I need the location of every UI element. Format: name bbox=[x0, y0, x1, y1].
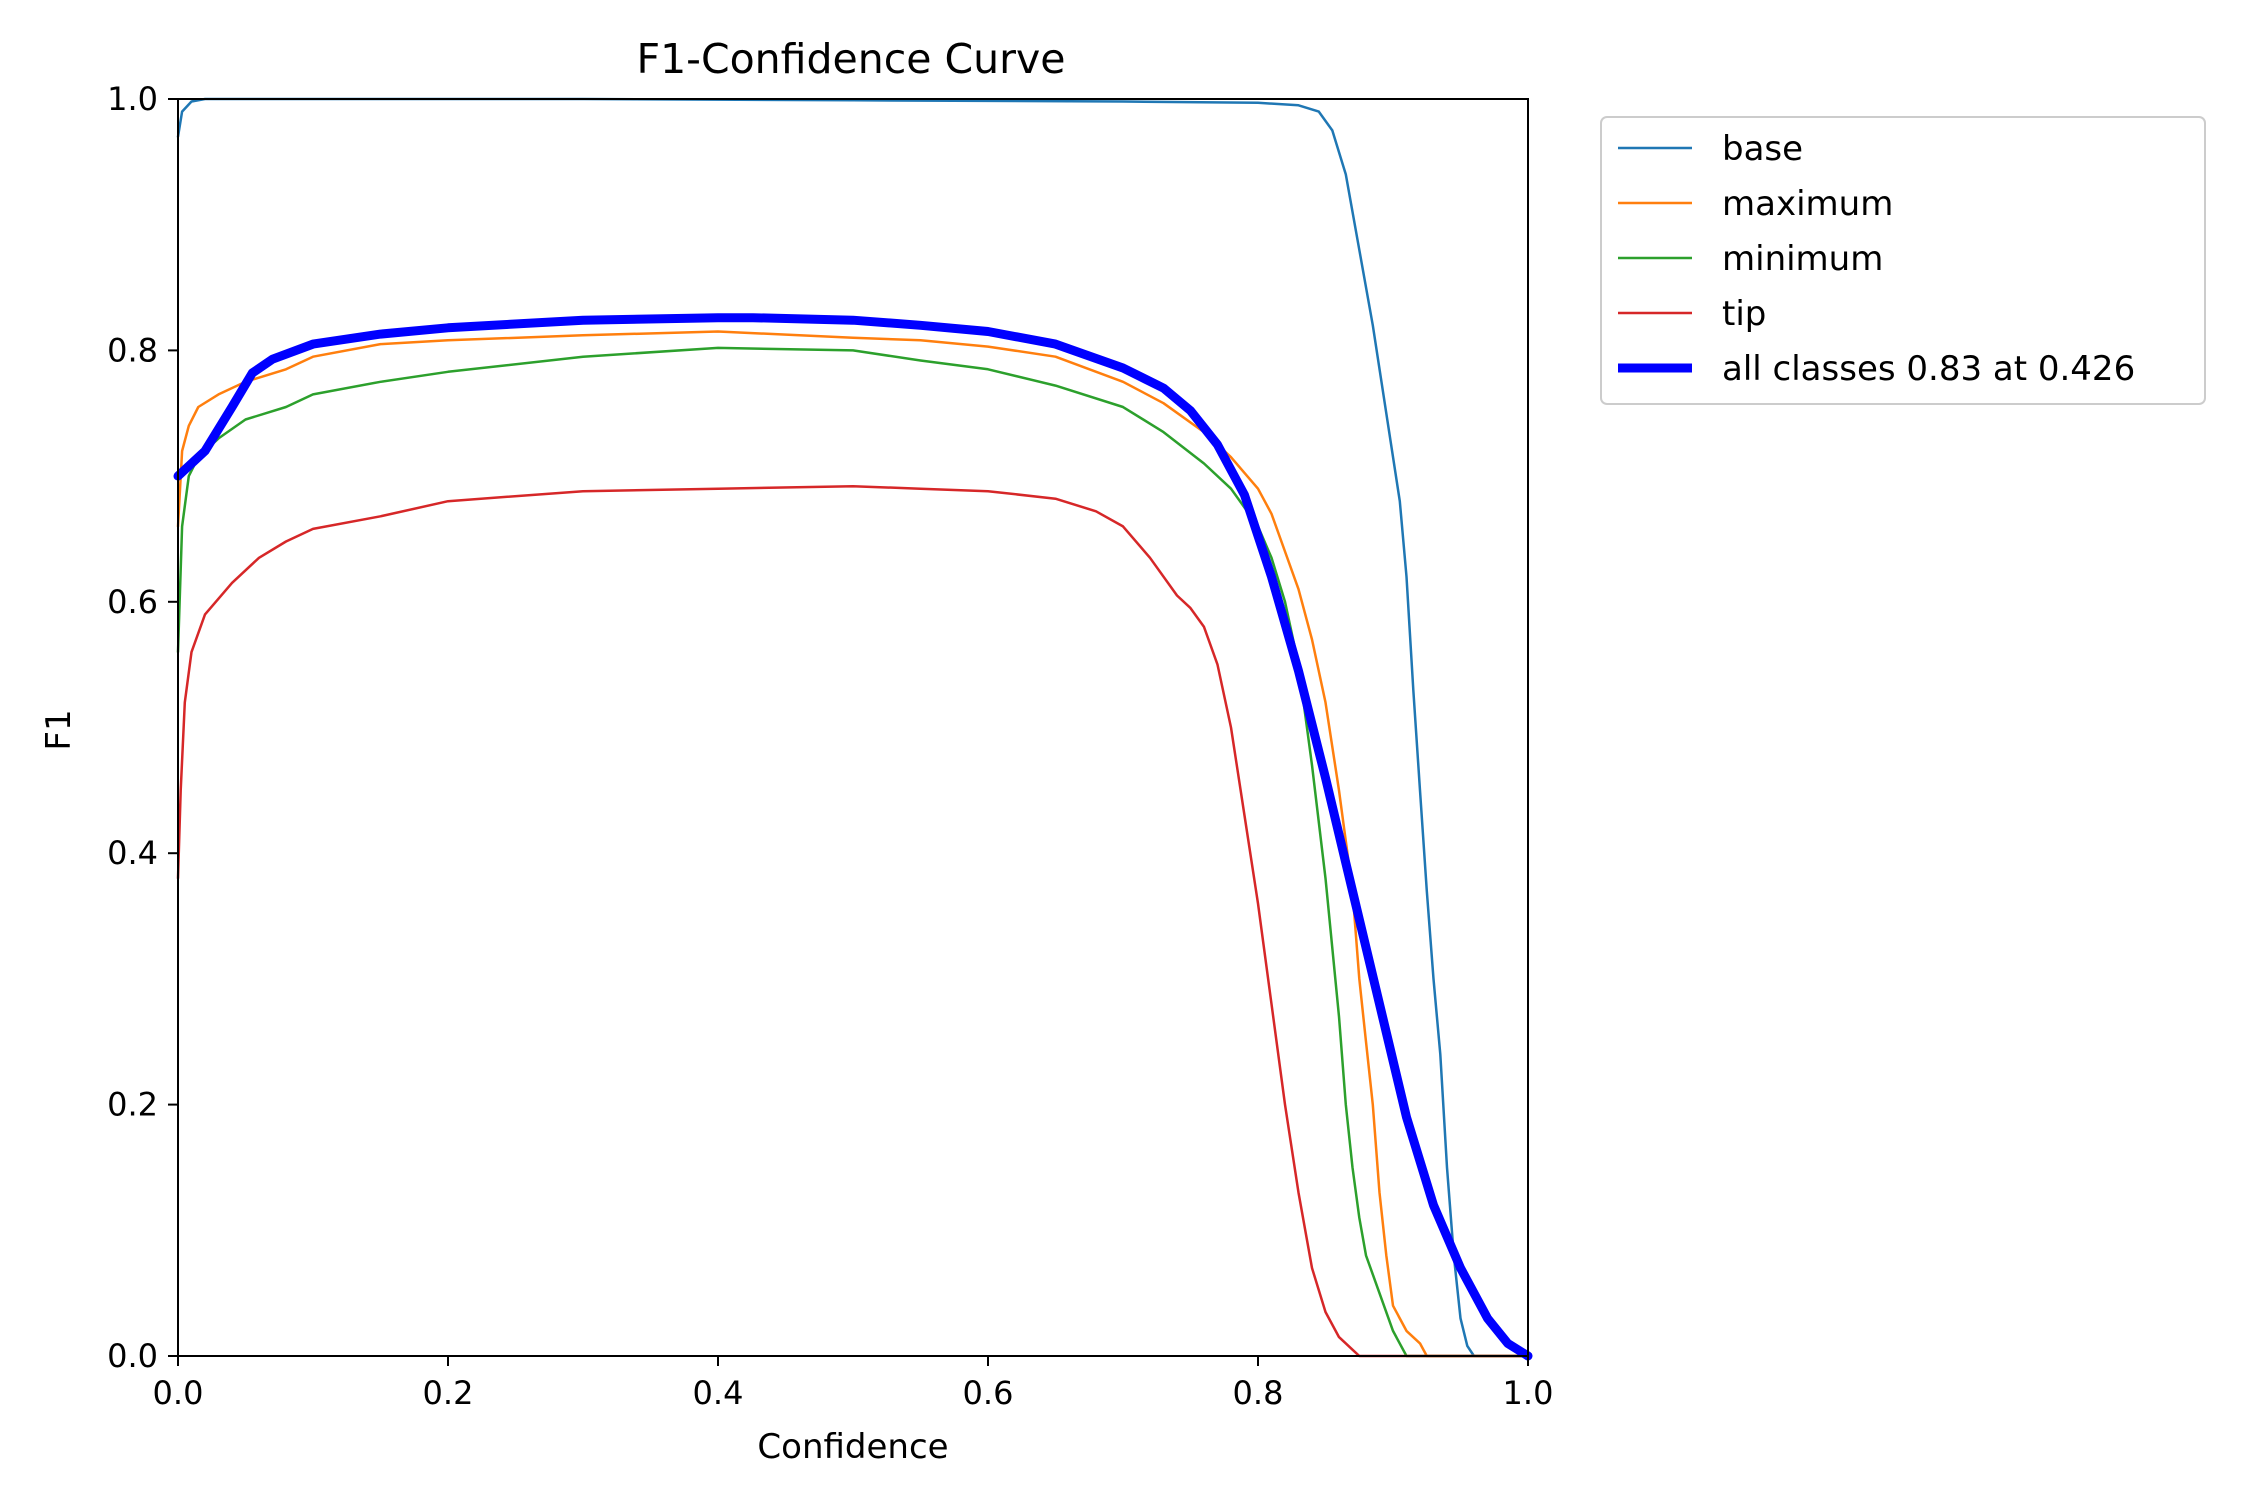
y-axis-ticks: 0.0 0.2 0.4 0.6 0.8 1.0 bbox=[107, 80, 178, 1375]
x-axis-ticks: 0.0 0.2 0.4 0.6 0.8 1.0 bbox=[153, 1356, 1554, 1412]
x-axis-label: Confidence bbox=[757, 1427, 948, 1467]
x-tick-label: 0.4 bbox=[693, 1374, 744, 1412]
legend: base maximum minimum tip all classes 0.83 at… bbox=[1600, 116, 2206, 405]
plot-frame bbox=[177, 98, 1529, 1357]
y-axis-label: F1 bbox=[39, 709, 79, 750]
legend-label: all classes 0.83 at 0.426 bbox=[1722, 349, 2135, 389]
legend-label: minimum bbox=[1722, 239, 1883, 279]
x-tick-label: 0.0 bbox=[153, 1374, 204, 1412]
chart-title: F1-Confidence Curve bbox=[637, 35, 1066, 83]
legend-label: base bbox=[1722, 129, 1803, 169]
series-line-2 bbox=[176, 346, 1530, 1358]
y-tick-label: 0.8 bbox=[107, 331, 158, 369]
x-tick-label: 1.0 bbox=[1503, 1374, 1554, 1412]
legend-label: tip bbox=[1722, 294, 1766, 334]
legend-label: maximum bbox=[1722, 184, 1893, 224]
series-line-3 bbox=[176, 484, 1530, 1358]
y-tick-label: 0.4 bbox=[107, 834, 158, 872]
y-tick-label: 0.0 bbox=[107, 1337, 158, 1375]
series-line-4 bbox=[173, 313, 1533, 1361]
y-tick-label: 1.0 bbox=[107, 80, 158, 118]
x-tick-label: 0.8 bbox=[1233, 1374, 1284, 1412]
x-tick-label: 0.6 bbox=[963, 1374, 1014, 1412]
y-tick-label: 0.2 bbox=[107, 1086, 158, 1124]
legend-box bbox=[1600, 116, 2206, 405]
y-tick-label: 0.6 bbox=[107, 583, 158, 621]
x-tick-label: 0.2 bbox=[423, 1374, 474, 1412]
